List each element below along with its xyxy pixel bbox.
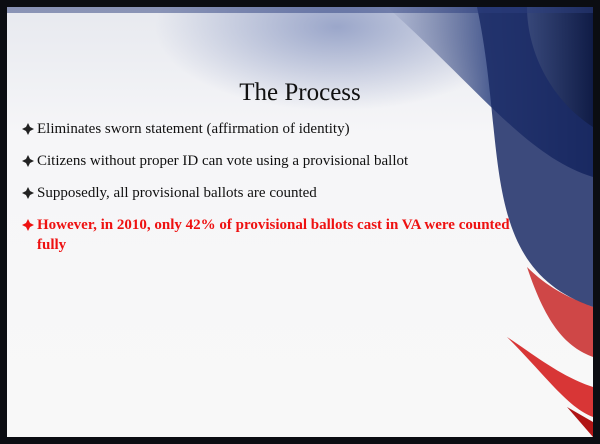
- bullet-icon: [22, 155, 34, 167]
- slide-title: The Process: [7, 79, 593, 107]
- bullet: Citizens without proper ID can vote usin…: [21, 151, 541, 171]
- slide: The Process Eliminates sworn statement (…: [0, 0, 600, 444]
- bullet: However, in 2010, only 42% of provisiona…: [21, 215, 541, 255]
- bullet: Supposedly, all provisional ballots are …: [21, 183, 541, 203]
- bullet-list: Eliminates sworn statement (affirmation …: [21, 119, 541, 267]
- bullet-text: Eliminates sworn statement (affirmation …: [37, 121, 350, 137]
- bullet-icon: [22, 187, 34, 199]
- bullet-icon: [22, 219, 34, 231]
- bullet-text: Citizens without proper ID can vote usin…: [37, 153, 408, 169]
- bullet: Eliminates sworn statement (affirmation …: [21, 119, 541, 139]
- bullet-text: However, in 2010, only 42% of provisiona…: [37, 217, 510, 253]
- bullet-icon: [22, 123, 34, 135]
- bullet-text: Supposedly, all provisional ballots are …: [37, 185, 317, 201]
